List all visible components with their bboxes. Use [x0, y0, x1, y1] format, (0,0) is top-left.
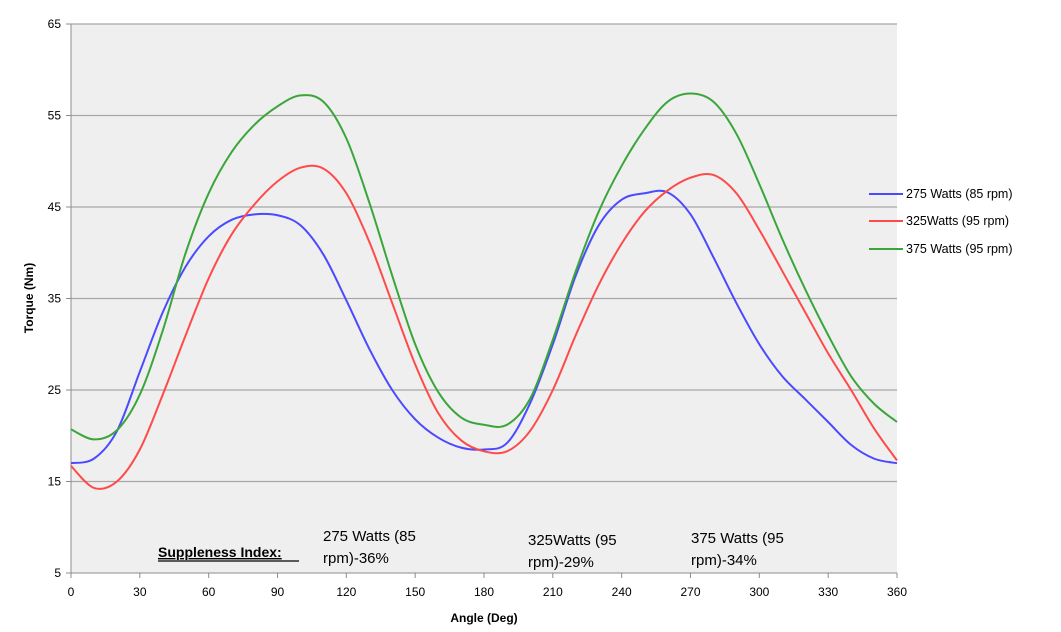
- y-tick-labels: 5 15 25 35 45 55 65: [48, 17, 62, 580]
- suppleness-annotation: Suppleness Index: 275 Watts (85 rpm)-36%…: [158, 528, 784, 571]
- x-tick-360: 360: [887, 585, 907, 599]
- y-tick-55: 55: [48, 109, 62, 123]
- x-tick-240: 240: [612, 585, 632, 599]
- annotation-375w-line2: rpm)-34%: [691, 552, 757, 569]
- annotation-375w-line1: 375 Watts (95: [691, 530, 784, 547]
- series-line-275w: [70, 189, 898, 465]
- annotation-325w-line2: rpm)-29%: [528, 554, 594, 571]
- x-tick-210: 210: [543, 585, 563, 599]
- y-tick-65: 65: [48, 17, 62, 31]
- gridlines: [71, 23, 897, 483]
- series-line-325w: [70, 164, 898, 490]
- x-tick-90: 90: [271, 585, 285, 599]
- annotation-275w-line1: 275 Watts (85: [323, 528, 416, 545]
- x-tick-30: 30: [133, 585, 147, 599]
- axes: [66, 23, 898, 578]
- x-tick-150: 150: [405, 585, 425, 599]
- y-axis-title: Torque (Nm): [22, 263, 36, 333]
- series-line-375w: [70, 92, 898, 441]
- suppleness-heading: Suppleness Index:: [158, 544, 282, 560]
- legend-label-375w: 375 Watts (95 rpm): [906, 242, 1013, 256]
- y-tick-5: 5: [54, 566, 61, 580]
- x-tick-270: 270: [680, 585, 700, 599]
- x-tick-180: 180: [474, 585, 494, 599]
- legend-label-275w: 275 Watts (85 rpm): [906, 187, 1013, 201]
- series-lines: [70, 92, 898, 490]
- x-tick-330: 330: [818, 585, 838, 599]
- y-tick-35: 35: [48, 292, 62, 306]
- x-tick-labels: 0 30 60 90 120 150 180 210 240 270 300 330 360: [68, 585, 908, 599]
- x-tick-120: 120: [336, 585, 356, 599]
- legend-label-325w: 325Watts (95 rpm): [906, 214, 1009, 228]
- y-tick-25: 25: [48, 383, 62, 397]
- legend: 275 Watts (85 rpm) 325Watts (95 rpm) 375…: [869, 187, 1013, 256]
- x-tick-300: 300: [749, 585, 769, 599]
- y-tick-15: 15: [48, 475, 62, 489]
- x-axis-title: Angle (Deg): [450, 611, 517, 625]
- annotation-275w-line2: rpm)-36%: [323, 550, 389, 567]
- x-tick-60: 60: [202, 585, 216, 599]
- y-tick-45: 45: [48, 200, 62, 214]
- x-tick-0: 0: [68, 585, 75, 599]
- annotation-325w-line1: 325Watts (95: [528, 532, 617, 549]
